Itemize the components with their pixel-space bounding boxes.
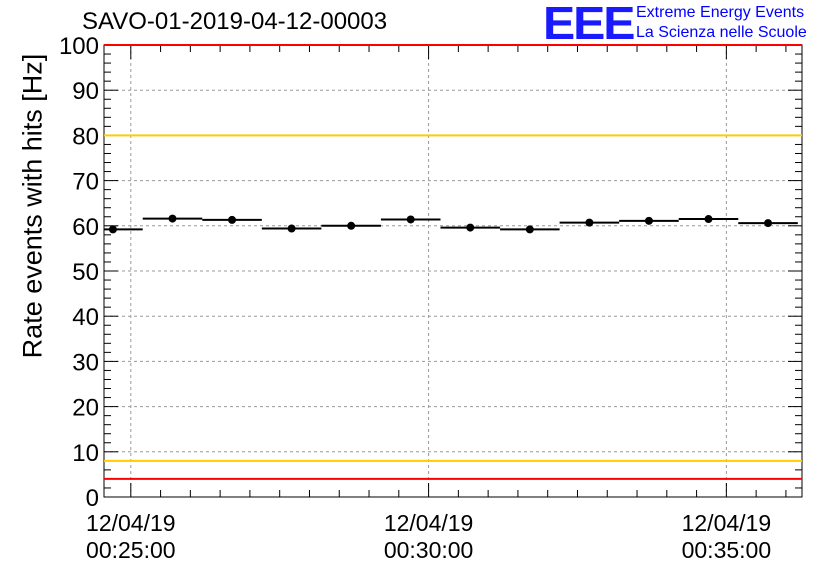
data-point [347, 221, 356, 230]
data-point [168, 214, 177, 223]
y-tick-label: 60 [72, 214, 99, 241]
data-point [466, 223, 475, 232]
y-tick-label: 50 [72, 259, 99, 286]
y-tick-label: 0 [86, 485, 99, 512]
eee-logo: EEE [543, 0, 635, 49]
x-tick-label-time: 00:35:00 [682, 537, 772, 563]
data-point [287, 224, 296, 233]
y-tick-label: 20 [72, 395, 99, 422]
y-tick-label: 30 [72, 349, 99, 376]
data-point [764, 219, 773, 228]
chart-title: SAVO-01-2019-04-12-00003 [82, 8, 388, 35]
x-tick-label-date: 12/04/19 [682, 510, 772, 536]
data-point [585, 218, 594, 227]
data-point [108, 225, 117, 234]
data-point [704, 215, 713, 224]
x-tick-label-date: 12/04/19 [86, 510, 176, 536]
data-point [406, 215, 415, 224]
y-tick-label: 80 [72, 123, 99, 150]
data-point [644, 216, 653, 225]
y-tick-label: 90 [72, 78, 99, 105]
logo-line-2: La Scienza nelle Scuole [636, 24, 807, 41]
y-axis-label: Rate events with hits [Hz] [17, 53, 48, 359]
x-tick-label-date: 12/04/19 [384, 510, 474, 536]
data-point [525, 225, 534, 234]
y-tick-label: 40 [72, 304, 99, 331]
logo-line-1: Extreme Energy Events [636, 4, 805, 21]
y-tick-label: 10 [72, 440, 99, 467]
y-tick-label: 100 [59, 33, 99, 60]
data-point [228, 215, 237, 224]
x-tick-label-time: 00:30:00 [384, 537, 474, 563]
x-tick-label-time: 00:25:00 [86, 537, 176, 563]
y-tick-label: 70 [72, 169, 99, 196]
